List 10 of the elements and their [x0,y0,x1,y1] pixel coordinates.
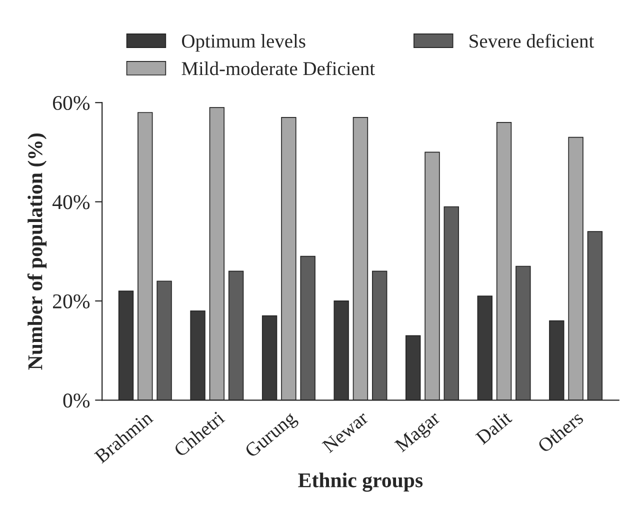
y-tick-label: 0% [63,394,90,408]
y-axis-title: Number of population (%) [27,134,47,370]
y-tick-label: 40% [52,195,90,210]
legend-label: Mild-moderate Deficient [182,61,375,76]
y-tick-label: 20% [53,294,90,308]
x-axis-title: Ethnic groups [298,472,423,492]
legend-label: Optimum levels [182,34,306,52]
legend-label: Severe deficient [470,34,594,48]
y-tick-label: 60% [52,96,90,110]
x-tick-label: Dalit [474,410,513,445]
